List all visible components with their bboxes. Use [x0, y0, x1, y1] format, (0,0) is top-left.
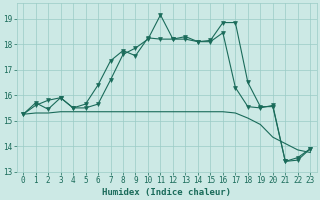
- X-axis label: Humidex (Indice chaleur): Humidex (Indice chaleur): [102, 188, 231, 197]
